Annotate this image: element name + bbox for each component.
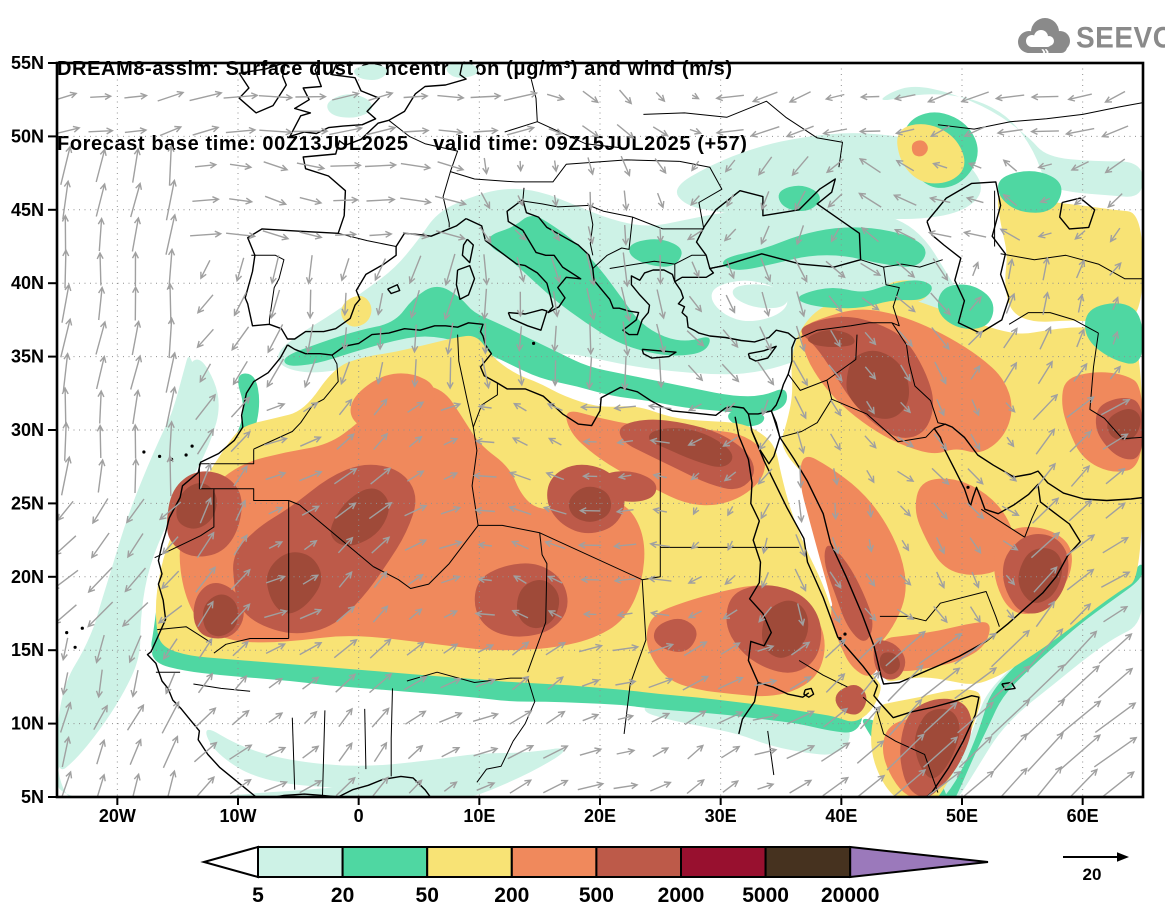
legend-label: 5	[252, 884, 264, 907]
lat-tick-label: 30N	[11, 420, 44, 440]
axis-labels: 55N 50N 45N 40N 35N 30N 25N 20N 15N 10N 5N 20W 10W 0 1…	[11, 53, 1099, 826]
legend-label: 5000	[742, 884, 789, 907]
colorbar-band	[680, 846, 767, 878]
lat-tick-label: 10N	[11, 714, 44, 734]
lon-tick-label: 10W	[219, 806, 256, 826]
legend-label: 500	[579, 884, 614, 907]
lon-tick-label: 10E	[463, 806, 495, 826]
lat-tick-label: 15N	[11, 640, 44, 660]
svg-text:»: »	[1041, 43, 1049, 60]
lat-tick-label: 25N	[11, 493, 44, 513]
lon-tick-label: 20E	[584, 806, 616, 826]
colorbar-labels: 5 20 50 200 500 2000 5000 20000	[252, 884, 879, 907]
lon-tick-label: 20W	[99, 806, 136, 826]
legend-label: 50	[416, 884, 439, 907]
colorbar-band	[510, 846, 598, 878]
colorbar-left-arrow	[200, 845, 259, 879]
seevccc-logo: » SEEVCCC	[1012, 14, 1165, 62]
colorbar-right-arrow	[849, 845, 989, 879]
axis-ticks	[48, 62, 1084, 805]
wind-reference-label: 20	[1083, 865, 1102, 884]
lon-tick-label: 30E	[705, 806, 737, 826]
seevccc-logo-text: SEEVCCC	[1076, 21, 1165, 54]
colorbar-band	[257, 846, 344, 878]
lat-tick-label: 20N	[11, 567, 44, 587]
lat-tick-label: 50N	[11, 126, 44, 146]
lon-tick-label: 60E	[1067, 806, 1099, 826]
lat-tick-label: 5N	[21, 787, 44, 807]
legend-label: 200	[494, 884, 529, 907]
colorbar-band	[341, 846, 429, 878]
lon-tick-label: 0	[354, 806, 364, 826]
country-border-layer	[154, 78, 1143, 796]
lon-tick-label: 50E	[946, 806, 978, 826]
legend-label: 20	[331, 884, 354, 907]
colorbar-band	[595, 846, 683, 878]
legend-label: 20000	[821, 884, 879, 907]
colorbar-band	[426, 846, 513, 878]
wind-arrow-layer	[57, 89, 1138, 797]
lat-tick-label: 40N	[11, 273, 44, 293]
island-dots-layer	[65, 341, 970, 649]
lon-tick-label: 40E	[825, 806, 857, 826]
wind-reference: 20	[1063, 852, 1129, 884]
colorbar-band	[764, 846, 852, 878]
lat-tick-label: 45N	[11, 200, 44, 220]
plot-title-line2: Forecast base time: 00Z13JUL2025 valid t…	[57, 133, 748, 155]
legend-label: 2000	[658, 884, 705, 907]
dust-fill-layer	[57, 63, 1143, 797]
coastline-layer	[146, 63, 1143, 797]
lat-tick-label: 55N	[11, 53, 44, 73]
cloud-icon: »	[1018, 18, 1070, 60]
lat-tick-label: 35N	[11, 347, 44, 367]
colorbar	[200, 845, 989, 879]
